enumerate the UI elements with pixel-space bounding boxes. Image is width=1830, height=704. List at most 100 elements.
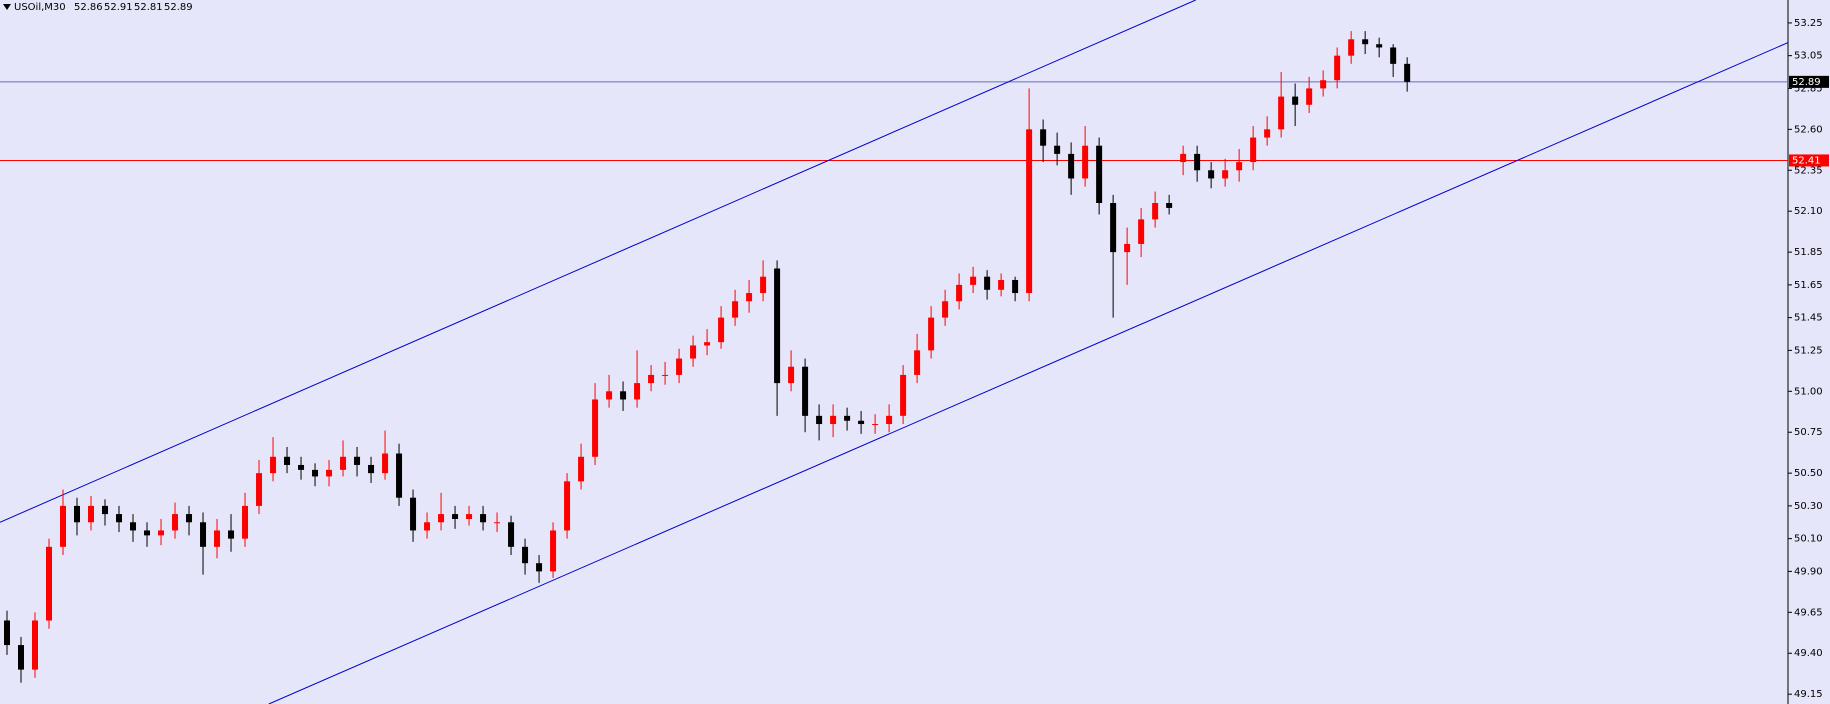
- y-tick-label: 53.25: [1794, 18, 1823, 29]
- candle-body: [592, 399, 599, 457]
- candle-body: [242, 505, 249, 539]
- y-tick-label: 50.10: [1794, 534, 1823, 545]
- y-tick-label: 52.85: [1794, 83, 1823, 94]
- candle-body: [354, 456, 361, 465]
- candle-body: [214, 530, 221, 547]
- candle-body: [1026, 129, 1033, 294]
- y-tick-label: 50.30: [1794, 501, 1823, 512]
- candle-body: [1124, 243, 1131, 253]
- candle-body: [802, 366, 809, 416]
- candle-body: [1054, 145, 1061, 154]
- candle-body: [18, 645, 25, 670]
- y-tick-label: 51.00: [1794, 386, 1823, 397]
- candle-body: [1236, 162, 1243, 171]
- candle-body: [942, 301, 949, 318]
- candle-body: [186, 514, 193, 523]
- price-label-box: [1789, 75, 1829, 88]
- candle-body: [1138, 219, 1145, 244]
- candle-body: [1068, 153, 1075, 179]
- candle-body: [1152, 203, 1159, 220]
- candle-body: [788, 366, 795, 384]
- y-tick-label: 52.35: [1794, 165, 1823, 176]
- candle-body: [1250, 137, 1257, 163]
- y-tick-label: 52.60: [1794, 124, 1823, 135]
- y-tick-label: 51.45: [1794, 313, 1823, 324]
- candle-body: [662, 374, 669, 376]
- candle-body: [690, 345, 697, 359]
- candle-body: [312, 469, 319, 477]
- candle-body: [368, 464, 375, 474]
- candle-body: [816, 415, 823, 425]
- candle-body: [298, 464, 305, 470]
- price-label: 52.89: [1792, 77, 1821, 88]
- candle-body: [970, 276, 977, 285]
- header-ohlc: 52.91: [104, 2, 133, 13]
- candle-body: [872, 424, 879, 426]
- candle-body: [480, 514, 487, 523]
- price-label-box: [1789, 154, 1829, 167]
- candle-body: [746, 293, 753, 302]
- candle-body: [4, 620, 11, 646]
- candle-body: [452, 514, 459, 519]
- candle-body: [1320, 80, 1327, 89]
- candle-body: [564, 481, 571, 531]
- candle-body: [74, 505, 81, 523]
- candle-body: [1376, 44, 1383, 48]
- candle-body: [1362, 39, 1369, 45]
- candle-body: [396, 453, 403, 498]
- candle-body: [424, 522, 431, 531]
- candle-body: [1348, 39, 1355, 56]
- candle-body: [550, 530, 557, 572]
- candle-body: [172, 514, 179, 531]
- candle-body: [494, 522, 501, 524]
- candle-body: [326, 469, 333, 477]
- candle-body: [578, 456, 585, 482]
- candle-body: [760, 276, 767, 294]
- candle-body: [634, 383, 641, 400]
- y-tick-label: 51.65: [1794, 280, 1823, 291]
- candle-body: [1208, 170, 1215, 179]
- candle-body: [956, 284, 963, 302]
- candle-body: [1404, 63, 1411, 82]
- candle-body: [998, 279, 1005, 290]
- candle-body: [1306, 88, 1313, 105]
- candle-body: [1264, 129, 1271, 138]
- candle-body: [340, 456, 347, 470]
- candle-body: [508, 522, 515, 547]
- y-tick-label: 52.10: [1794, 206, 1823, 217]
- candle-body: [704, 342, 711, 346]
- header-arrow: [3, 4, 11, 10]
- candle-body: [1180, 153, 1187, 163]
- y-tick-label: 50.50: [1794, 468, 1823, 479]
- candle-body: [32, 620, 39, 670]
- trend-line: [268, 42, 1788, 704]
- candle-body: [466, 514, 473, 519]
- candle-body: [382, 453, 389, 474]
- y-tick-label: 49.15: [1794, 689, 1823, 700]
- y-tick-label: 49.40: [1794, 648, 1823, 659]
- candle-body: [858, 420, 865, 425]
- y-tick-label: 49.90: [1794, 566, 1823, 577]
- symbol: USOil,M30: [14, 2, 66, 13]
- candle-body: [1334, 55, 1341, 81]
- header-ohlc: 52.89: [164, 2, 193, 13]
- candle-body: [200, 522, 207, 547]
- candle-body: [1194, 153, 1201, 171]
- candle-body: [1096, 145, 1103, 204]
- y-tick-label: 51.85: [1794, 247, 1823, 258]
- candle-body: [648, 374, 655, 384]
- candle-body: [116, 514, 123, 523]
- candle-body: [410, 497, 417, 531]
- candle-body: [606, 391, 613, 400]
- candle-body: [718, 317, 725, 343]
- price-label: 52.41: [1792, 155, 1821, 166]
- candle-body: [620, 391, 627, 400]
- candle-body: [536, 563, 543, 572]
- candle-body: [522, 546, 529, 564]
- y-tick-label: 51.25: [1794, 345, 1823, 356]
- candle-body: [228, 530, 235, 539]
- candle-body: [102, 505, 109, 515]
- candle-body: [1110, 203, 1117, 253]
- candle-body: [1166, 203, 1173, 208]
- trend-line: [0, 0, 1196, 523]
